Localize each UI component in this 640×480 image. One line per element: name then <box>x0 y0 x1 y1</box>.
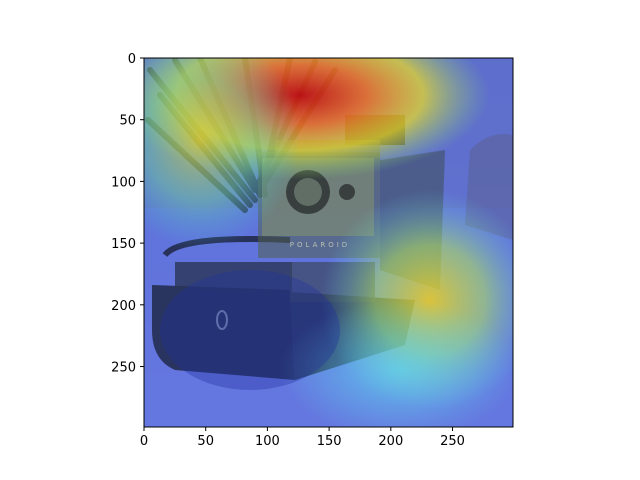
y-tick-label: 250 <box>111 361 136 376</box>
camera-brand-label: POLAROID <box>290 241 350 249</box>
y-tick-label: 200 <box>111 299 136 314</box>
x-tick-label: 250 <box>440 434 465 449</box>
heat-hotspot-left <box>144 58 300 250</box>
x-axis: 0 50 100 150 200 250 <box>140 427 465 449</box>
x-tick-label: 150 <box>317 434 342 449</box>
heat-cold-spot <box>160 270 340 390</box>
y-tick-label: 0 <box>128 52 136 67</box>
x-tick-label: 50 <box>197 434 214 449</box>
y-tick-label: 50 <box>119 114 136 129</box>
x-tick-label: 100 <box>255 434 280 449</box>
y-tick-label: 100 <box>111 175 136 190</box>
heatmap-image: POLAROID <box>144 58 513 427</box>
y-tick-label: 150 <box>111 237 136 252</box>
x-tick-label: 200 <box>378 434 403 449</box>
y-axis: 0 50 100 150 200 250 <box>111 52 144 376</box>
heat-hotspot-low <box>280 300 513 427</box>
plot-frame <box>143 57 514 428</box>
x-tick-label: 0 <box>140 434 148 449</box>
